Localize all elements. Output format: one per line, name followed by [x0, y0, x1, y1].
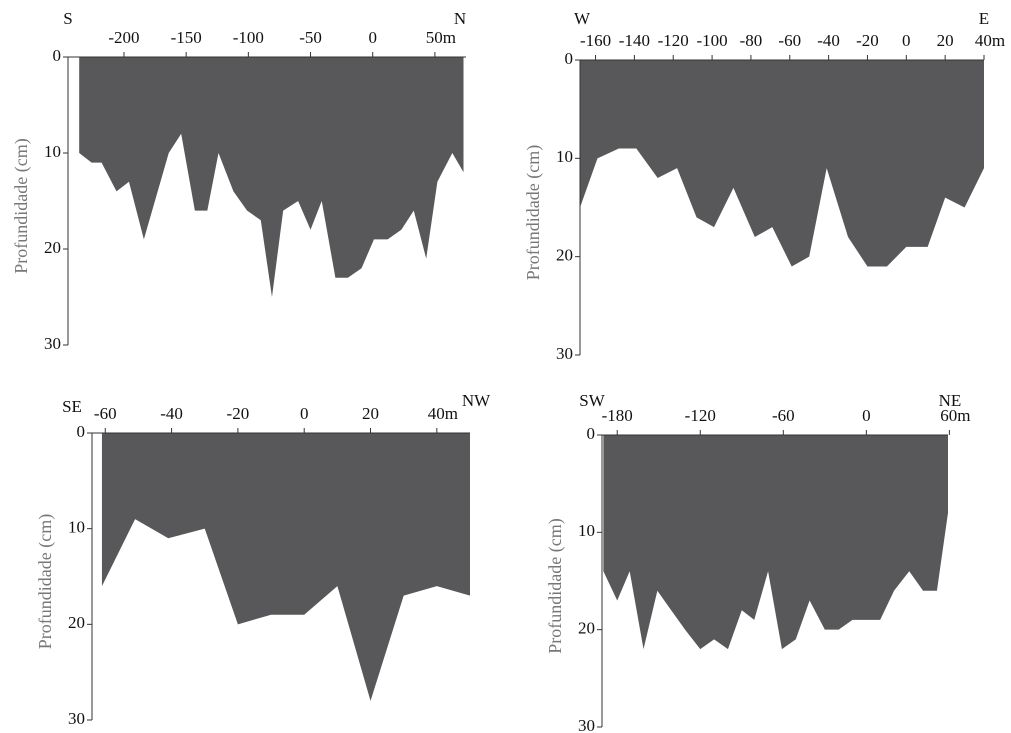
depth-area [603, 435, 948, 650]
x-tick-label: -80 [740, 31, 763, 50]
y-tick-label: 20 [44, 238, 61, 257]
x-tick-label: -200 [108, 28, 139, 47]
y-tick-label: 30 [578, 716, 595, 733]
y-tick-label: 10 [556, 147, 573, 166]
x-tick-label: 40m [428, 404, 458, 423]
x-tick-label: -60 [778, 31, 801, 50]
y-tick-label: 20 [556, 246, 573, 265]
x-tick-label: -120 [685, 406, 716, 425]
y-tick-label: 0 [565, 49, 574, 68]
direction-label: W [574, 9, 591, 28]
y-tick-label: 30 [44, 334, 61, 353]
x-tick-label: -140 [619, 31, 650, 50]
y-tick-label: 20 [578, 619, 595, 638]
x-tick-label: -60 [94, 404, 117, 423]
direction-label: S [63, 9, 72, 28]
depth-area [580, 60, 984, 267]
x-tick-label: 0 [368, 28, 377, 47]
x-tick-label: 0 [902, 31, 911, 50]
x-tick-label: -160 [580, 31, 611, 50]
y-tick-label: 30 [556, 344, 573, 363]
y-tick-label: 30 [68, 709, 85, 728]
x-tick-label: 0 [300, 404, 309, 423]
depth-area [101, 433, 471, 701]
direction-label: E [979, 9, 989, 28]
x-tick-label: -120 [658, 31, 689, 50]
x-tick-label: 60m [940, 406, 970, 425]
x-tick-label: 50m [426, 28, 456, 47]
x-tick-label: -20 [856, 31, 879, 50]
y-tick-label: 10 [68, 518, 85, 537]
x-tick-label: -40 [817, 31, 840, 50]
direction-label: N [454, 9, 466, 28]
y-axis-title: Profundidade (cm) [35, 514, 56, 649]
direction-label: NE [939, 391, 962, 410]
x-tick-label: -100 [233, 28, 264, 47]
x-tick-label: -40 [160, 404, 183, 423]
x-tick-label: -50 [299, 28, 322, 47]
direction-label: NW [462, 391, 491, 410]
y-axis-title: Profundidade (cm) [545, 518, 566, 653]
x-tick-label: -20 [227, 404, 250, 423]
x-tick-label: 0 [862, 406, 871, 425]
x-tick-label: -60 [772, 406, 795, 425]
x-tick-label: 40m [975, 31, 1005, 50]
y-tick-label: 20 [68, 613, 85, 632]
y-axis-title: Profundidade (cm) [523, 145, 544, 280]
x-tick-label: 20 [362, 404, 379, 423]
y-axis-title: Profundidade (cm) [11, 138, 32, 273]
y-tick-label: 0 [77, 422, 86, 441]
x-tick-label: -180 [602, 406, 633, 425]
y-tick-label: 10 [578, 521, 595, 540]
x-tick-label: 20 [937, 31, 954, 50]
y-tick-label: 0 [53, 46, 62, 65]
direction-label: SW [579, 391, 605, 410]
y-tick-label: 10 [44, 142, 61, 161]
x-tick-label: -150 [171, 28, 202, 47]
x-tick-label: -100 [696, 31, 727, 50]
y-tick-label: 0 [587, 424, 596, 443]
depth-area [79, 57, 464, 297]
direction-label: SE [62, 397, 82, 416]
